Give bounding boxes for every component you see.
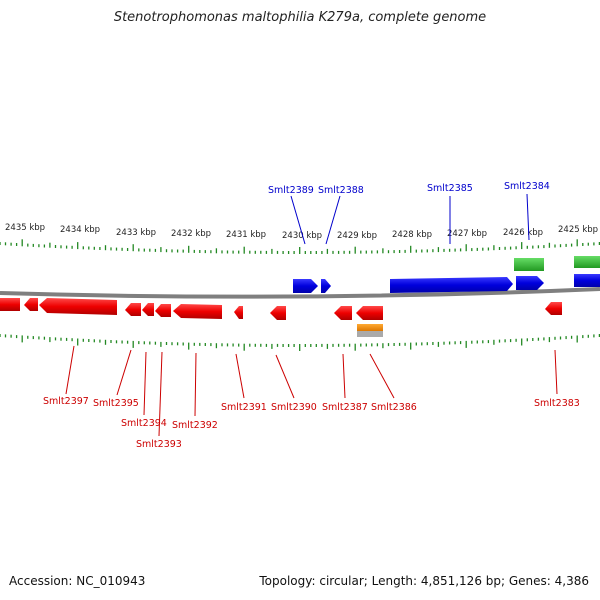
callout-line bbox=[554, 349, 558, 395]
forward-strand bbox=[293, 274, 600, 293]
gene-smlt2389[interactable] bbox=[293, 279, 318, 293]
scale-label: 2425 kbp bbox=[558, 225, 598, 235]
scale-label: 2434 kbp bbox=[60, 225, 100, 235]
callout-line bbox=[116, 349, 132, 396]
genome-stats: Topology: circular; Length: 4,851,126 bp… bbox=[259, 574, 589, 588]
gene-label[interactable]: Smlt2393 bbox=[136, 439, 182, 450]
gene-smlt2391[interactable] bbox=[234, 306, 243, 319]
gene-smlt2387[interactable] bbox=[334, 306, 352, 320]
gene-smlt2386[interactable] bbox=[356, 306, 383, 320]
gene-label[interactable]: Smlt2385 bbox=[427, 183, 473, 194]
gene-label[interactable]: Smlt2383 bbox=[534, 398, 580, 409]
rna-features bbox=[514, 256, 600, 271]
callout-line bbox=[65, 345, 75, 395]
gene-reverse[interactable] bbox=[24, 298, 38, 311]
gene-smlt2384[interactable] bbox=[516, 276, 544, 290]
gene-label[interactable]: Smlt2389 bbox=[268, 185, 314, 196]
reverse-labels: Smlt2397 Smlt2395 Smlt2394 Smlt2393 Smlt… bbox=[43, 396, 580, 450]
gene-label[interactable]: Smlt2392 bbox=[172, 420, 218, 431]
callout-line bbox=[290, 195, 306, 245]
callout-line bbox=[194, 352, 197, 417]
reverse-strand bbox=[0, 298, 562, 320]
rna-feature[interactable] bbox=[514, 258, 544, 271]
gene-smlt2385[interactable] bbox=[390, 277, 513, 293]
scale-label: 2431 kbp bbox=[226, 230, 266, 240]
scale-label: 2428 kbp bbox=[392, 230, 432, 240]
gene-smlt2393[interactable] bbox=[155, 304, 171, 317]
gene-smlt2383[interactable] bbox=[545, 302, 562, 315]
gene-label[interactable]: Smlt2386 bbox=[371, 402, 417, 413]
gene-label[interactable]: Smlt2391 bbox=[221, 402, 267, 413]
gene-smlt2392[interactable] bbox=[173, 304, 222, 319]
gene-label[interactable]: Smlt2395 bbox=[93, 398, 139, 409]
genome-title: Stenotrophomonas maltophilia K279a, comp… bbox=[113, 10, 487, 25]
gene-label[interactable]: Smlt2390 bbox=[271, 402, 317, 413]
gene-label[interactable]: Smlt2388 bbox=[318, 185, 364, 196]
scale-label: 2426 kbp bbox=[503, 228, 543, 238]
scale-label: 2432 kbp bbox=[171, 229, 211, 239]
scale-label: 2429 kbp bbox=[337, 231, 377, 241]
callout-line bbox=[143, 351, 147, 416]
gene-label[interactable]: Smlt2384 bbox=[504, 181, 550, 192]
scale-label: 2430 kbp bbox=[282, 231, 322, 241]
callout-line bbox=[235, 353, 245, 399]
gene-smlt2394[interactable] bbox=[142, 303, 154, 316]
callout-line bbox=[158, 351, 163, 437]
callout-line bbox=[369, 353, 395, 399]
callout-line bbox=[526, 193, 530, 241]
callout-line bbox=[342, 353, 346, 399]
reverse-callouts bbox=[65, 345, 558, 437]
misc-feature-grey[interactable] bbox=[357, 331, 383, 337]
gene-smlt2397[interactable] bbox=[39, 298, 117, 315]
scale-label: 2435 kbp bbox=[5, 223, 45, 233]
accession-label: Accession: NC_010943 bbox=[9, 574, 146, 588]
misc-feature bbox=[357, 324, 383, 337]
gene-smlt2388[interactable] bbox=[321, 279, 331, 293]
gene-label[interactable]: Smlt2397 bbox=[43, 396, 89, 407]
gene-label[interactable]: Smlt2387 bbox=[322, 402, 368, 413]
scale-label: 2433 kbp bbox=[116, 228, 156, 238]
callout-line bbox=[275, 354, 295, 399]
callout-line bbox=[325, 195, 341, 245]
misc-feature-orange[interactable] bbox=[357, 324, 383, 331]
rna-feature[interactable] bbox=[574, 256, 600, 268]
forward-labels: Smlt2389 Smlt2388 Smlt2385 Smlt2384 bbox=[268, 181, 550, 196]
scale-labels: 2435 kbp 2434 kbp 2433 kbp 2432 kbp 2431… bbox=[5, 223, 598, 241]
forward-callouts bbox=[290, 193, 530, 245]
gene-reverse[interactable] bbox=[0, 298, 20, 311]
gene-label[interactable]: Smlt2394 bbox=[121, 418, 167, 429]
gene-smlt2390[interactable] bbox=[270, 306, 286, 320]
scale-ticks-bottom bbox=[0, 334, 600, 351]
scale-ticks-top bbox=[0, 239, 600, 254]
gene-forward-edge[interactable] bbox=[574, 274, 600, 287]
gene-smlt2395[interactable] bbox=[125, 303, 141, 316]
scale-label: 2427 kbp bbox=[447, 229, 487, 239]
genome-backbone bbox=[0, 287, 600, 299]
